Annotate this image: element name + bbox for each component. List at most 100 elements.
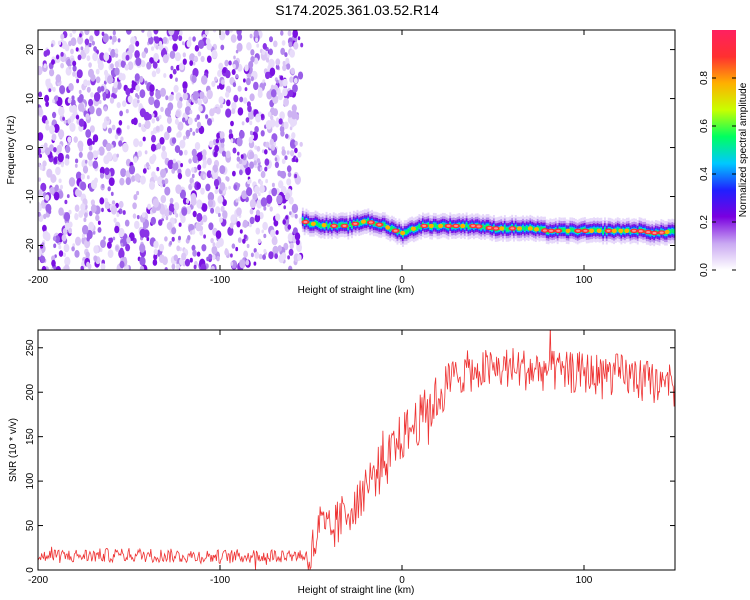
noise-blob (203, 234, 207, 239)
noise-blob (300, 42, 304, 48)
noise-blob (80, 173, 85, 180)
signal-band (389, 227, 392, 232)
signal-peak-core (542, 229, 547, 232)
noise-blob (151, 46, 155, 51)
noise-blob (119, 110, 123, 117)
noise-blob (75, 188, 80, 197)
noise-blob (149, 84, 155, 93)
noise-blob (192, 249, 197, 257)
noise-blob (88, 68, 94, 78)
noise-blob (52, 111, 57, 119)
noise-blob (89, 35, 94, 42)
noise-blob (286, 150, 290, 155)
noise-blob (189, 127, 193, 133)
noise-blob (292, 30, 298, 38)
noise-blob (130, 36, 136, 45)
noise-blob (272, 108, 278, 117)
noise-blob (90, 204, 97, 213)
noise-blob (150, 130, 154, 136)
noise-blob (146, 30, 152, 38)
noise-blob (169, 94, 174, 101)
noise-blob (57, 40, 62, 46)
noise-blob (172, 43, 178, 52)
signal-peak-core (556, 229, 561, 232)
noise-blob (281, 158, 286, 165)
noise-blob (113, 217, 117, 223)
noise-blob (156, 116, 160, 122)
noise-blob (67, 136, 72, 143)
signal-peak-core (377, 223, 382, 226)
noise-blob (278, 180, 284, 189)
noise-blob (128, 165, 136, 175)
noise-blob (94, 30, 100, 37)
noise-blob (250, 76, 254, 82)
noise-blob (88, 210, 93, 217)
noise-blob (288, 196, 294, 205)
noise-blob (150, 216, 156, 225)
noise-blob (236, 208, 242, 216)
noise-blob (213, 179, 220, 187)
noise-blob (58, 250, 64, 257)
noise-blob (62, 227, 68, 235)
noise-blob (132, 98, 139, 108)
noise-blob (281, 149, 286, 156)
noise-blob (266, 194, 273, 204)
noise-blob (168, 211, 172, 216)
noise-blob (222, 210, 228, 219)
noise-blob (212, 107, 217, 113)
noise-blob (144, 150, 148, 155)
noise-blob (212, 242, 216, 247)
signal-band (325, 222, 328, 227)
noise-blob (50, 174, 57, 183)
signal-band (405, 230, 408, 235)
noise-blob (86, 55, 91, 62)
noise-blob (118, 227, 125, 238)
noise-blob (110, 48, 116, 58)
noise-blob (231, 69, 236, 75)
signal-band (571, 227, 574, 232)
noise-blob (272, 245, 279, 255)
noise-blob (164, 236, 168, 242)
noise-blob (166, 126, 172, 133)
noise-blob (183, 87, 187, 94)
noise-blob (107, 186, 111, 192)
noise-blob (201, 149, 207, 157)
noise-blob (254, 214, 261, 223)
noise-blob (293, 77, 298, 84)
noise-blob (284, 155, 288, 160)
noise-blob (279, 111, 285, 120)
signal-peak (428, 223, 434, 229)
noise-blob (206, 157, 212, 166)
colorbar (712, 30, 736, 270)
noise-blob (210, 265, 215, 270)
noise-blob (49, 125, 55, 135)
noise-blob (245, 166, 251, 176)
noise-blob (179, 96, 183, 102)
noise-blob (51, 133, 57, 141)
noise-blob (140, 60, 146, 68)
colorbar-tick-label: 0.2 (699, 215, 710, 229)
noise-blob (187, 117, 193, 125)
signal-band (602, 230, 605, 235)
noise-blob (38, 107, 43, 116)
noise-blob (172, 68, 177, 75)
noise-blob (99, 52, 105, 61)
noise-blob (181, 252, 187, 261)
noise-blob (207, 118, 212, 126)
x-tick-label: -100 (210, 275, 230, 286)
noise-blob (237, 151, 240, 156)
noise-blob (188, 36, 192, 42)
noise-blob (245, 77, 251, 86)
signal-band (347, 225, 350, 230)
noise-blob (73, 136, 78, 143)
signal-band (467, 225, 470, 230)
signal-peak-core (606, 229, 611, 232)
noise-blob (142, 168, 147, 174)
noise-blob (190, 197, 197, 206)
signal-band (409, 227, 412, 232)
noise-blob (180, 163, 184, 168)
noise-blob (245, 259, 250, 266)
noise-blob (151, 153, 157, 162)
noise-blob (220, 44, 225, 51)
y-tick-label: 250 (25, 339, 36, 356)
